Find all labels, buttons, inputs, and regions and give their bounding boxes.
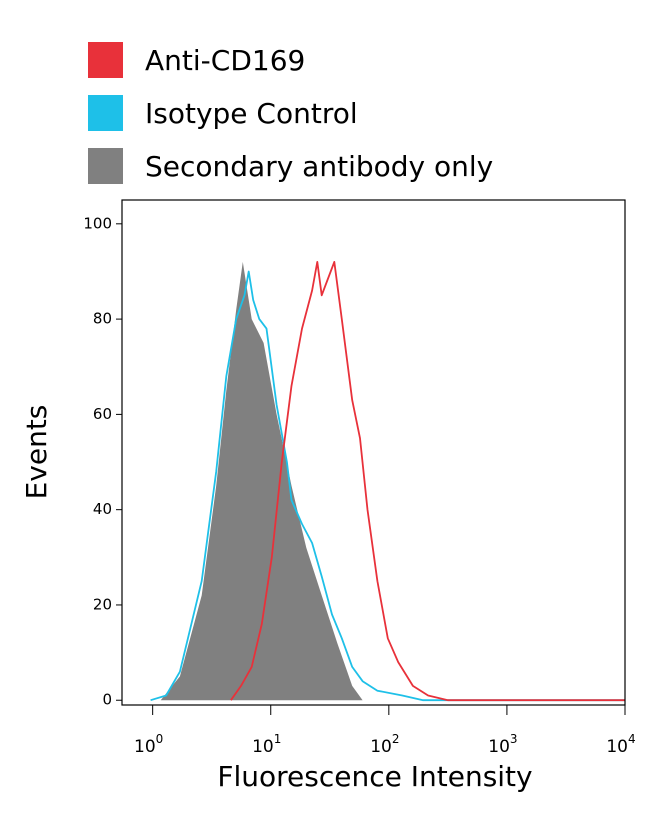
x-tick-base: 10 (370, 737, 392, 757)
x-tick-base: 10 (134, 737, 156, 757)
plot-frame (121, 199, 626, 706)
y-tick-label: 100 (83, 214, 112, 232)
legend-label: Isotype Control (145, 97, 358, 130)
legend-swatch (88, 148, 123, 184)
legend-label: Secondary antibody only (145, 150, 493, 183)
x-tick-power: 4 (628, 732, 636, 746)
x-tick-label: 103 (488, 732, 517, 758)
x-tick-label: 102 (370, 732, 399, 758)
x-tick-label: 100 (134, 732, 163, 758)
line (230, 261, 625, 702)
line (150, 270, 625, 702)
y-tick-label: 40 (93, 500, 112, 518)
y-tick-label: 60 (93, 405, 112, 423)
x-tick-base: 10 (252, 737, 274, 757)
x-tick-power: 2 (392, 732, 400, 746)
x-tick-label: 101 (252, 732, 281, 758)
legend-label: Anti-CD169 (145, 44, 305, 77)
legend-swatch (88, 42, 123, 78)
legend-swatch (88, 95, 123, 131)
x-tick-power: 3 (510, 732, 518, 746)
x-tick-power: 1 (274, 732, 282, 746)
y-tick-label: 20 (93, 595, 112, 613)
x-tick-power: 0 (156, 732, 164, 746)
y-axis-title: Events (20, 405, 53, 500)
x-axis-title: Fluorescence Intensity (217, 760, 532, 793)
area (160, 261, 363, 701)
x-tick-base: 10 (488, 737, 510, 757)
y-tick-label: 80 (93, 310, 112, 328)
y-tick-label: 0 (102, 691, 112, 709)
x-tick-base: 10 (606, 737, 628, 757)
x-tick-label: 104 (606, 732, 635, 758)
